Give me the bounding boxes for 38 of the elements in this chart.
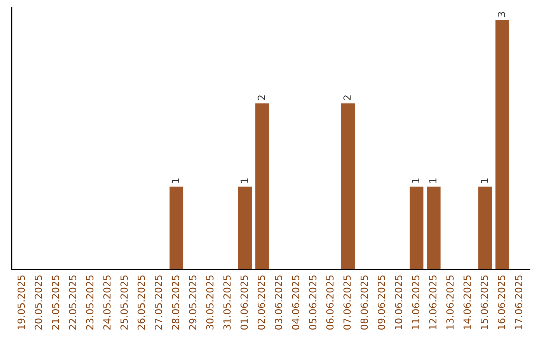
x-tick-label: 28.05.2025: [172, 276, 180, 330]
x-tick-label: 13.06.2025: [446, 276, 454, 330]
data-label: 2: [258, 96, 266, 100]
x-tick-label: 06.06.2025: [326, 276, 334, 330]
x-tick-label: 21.05.2025: [52, 276, 60, 330]
x-tick-label: 30.05.2025: [206, 276, 214, 330]
x-tick-label: 29.05.2025: [189, 276, 197, 330]
x-tick-label: 15.06.2025: [480, 276, 488, 330]
x-tick-label: 07.06.2025: [344, 276, 352, 330]
data-label: 2: [344, 96, 351, 100]
x-tick-label: 27.05.2025: [154, 276, 162, 330]
x-tick-label: 20.05.2025: [34, 276, 42, 330]
x-tick-label: 12.06.2025: [429, 276, 437, 330]
x-tick-label: 23.05.2025: [86, 276, 94, 330]
x-tick-label: 11.06.2025: [412, 276, 420, 330]
x-tick-label: 31.05.2025: [224, 276, 231, 330]
x-tick-label: 14.06.2025: [464, 276, 472, 330]
x-tick-label: 17.06.2025: [515, 276, 523, 330]
x-tick-label: 09.06.2025: [378, 276, 386, 330]
x-tick-label: 22.05.2025: [69, 276, 77, 330]
data-label: 1: [430, 178, 437, 183]
x-tick-label: 10.06.2025: [395, 276, 402, 330]
x-tick-label: 01.06.2025: [240, 276, 248, 330]
x-tick-label: 19.05.2025: [18, 276, 26, 330]
x-tick-label: 08.06.2025: [360, 276, 368, 330]
x-tick-label: 05.06.2025: [309, 276, 317, 330]
data-label: 1: [412, 178, 420, 183]
data-label: 1: [172, 178, 180, 183]
x-tick-label: 16.06.2025: [498, 276, 506, 330]
x-tick-label: 24.05.2025: [104, 276, 111, 330]
data-label: 1: [240, 178, 248, 183]
x-tick-label: 04.06.2025: [292, 276, 300, 330]
x-tick-label: 02.06.2025: [258, 276, 266, 330]
x-tick-label: 26.05.2025: [138, 276, 146, 330]
x-tick-label: 25.05.2025: [120, 276, 128, 330]
data-label: 1: [481, 178, 488, 183]
x-tick-label: 03.06.2025: [275, 276, 282, 330]
data-label: 3: [498, 12, 506, 17]
